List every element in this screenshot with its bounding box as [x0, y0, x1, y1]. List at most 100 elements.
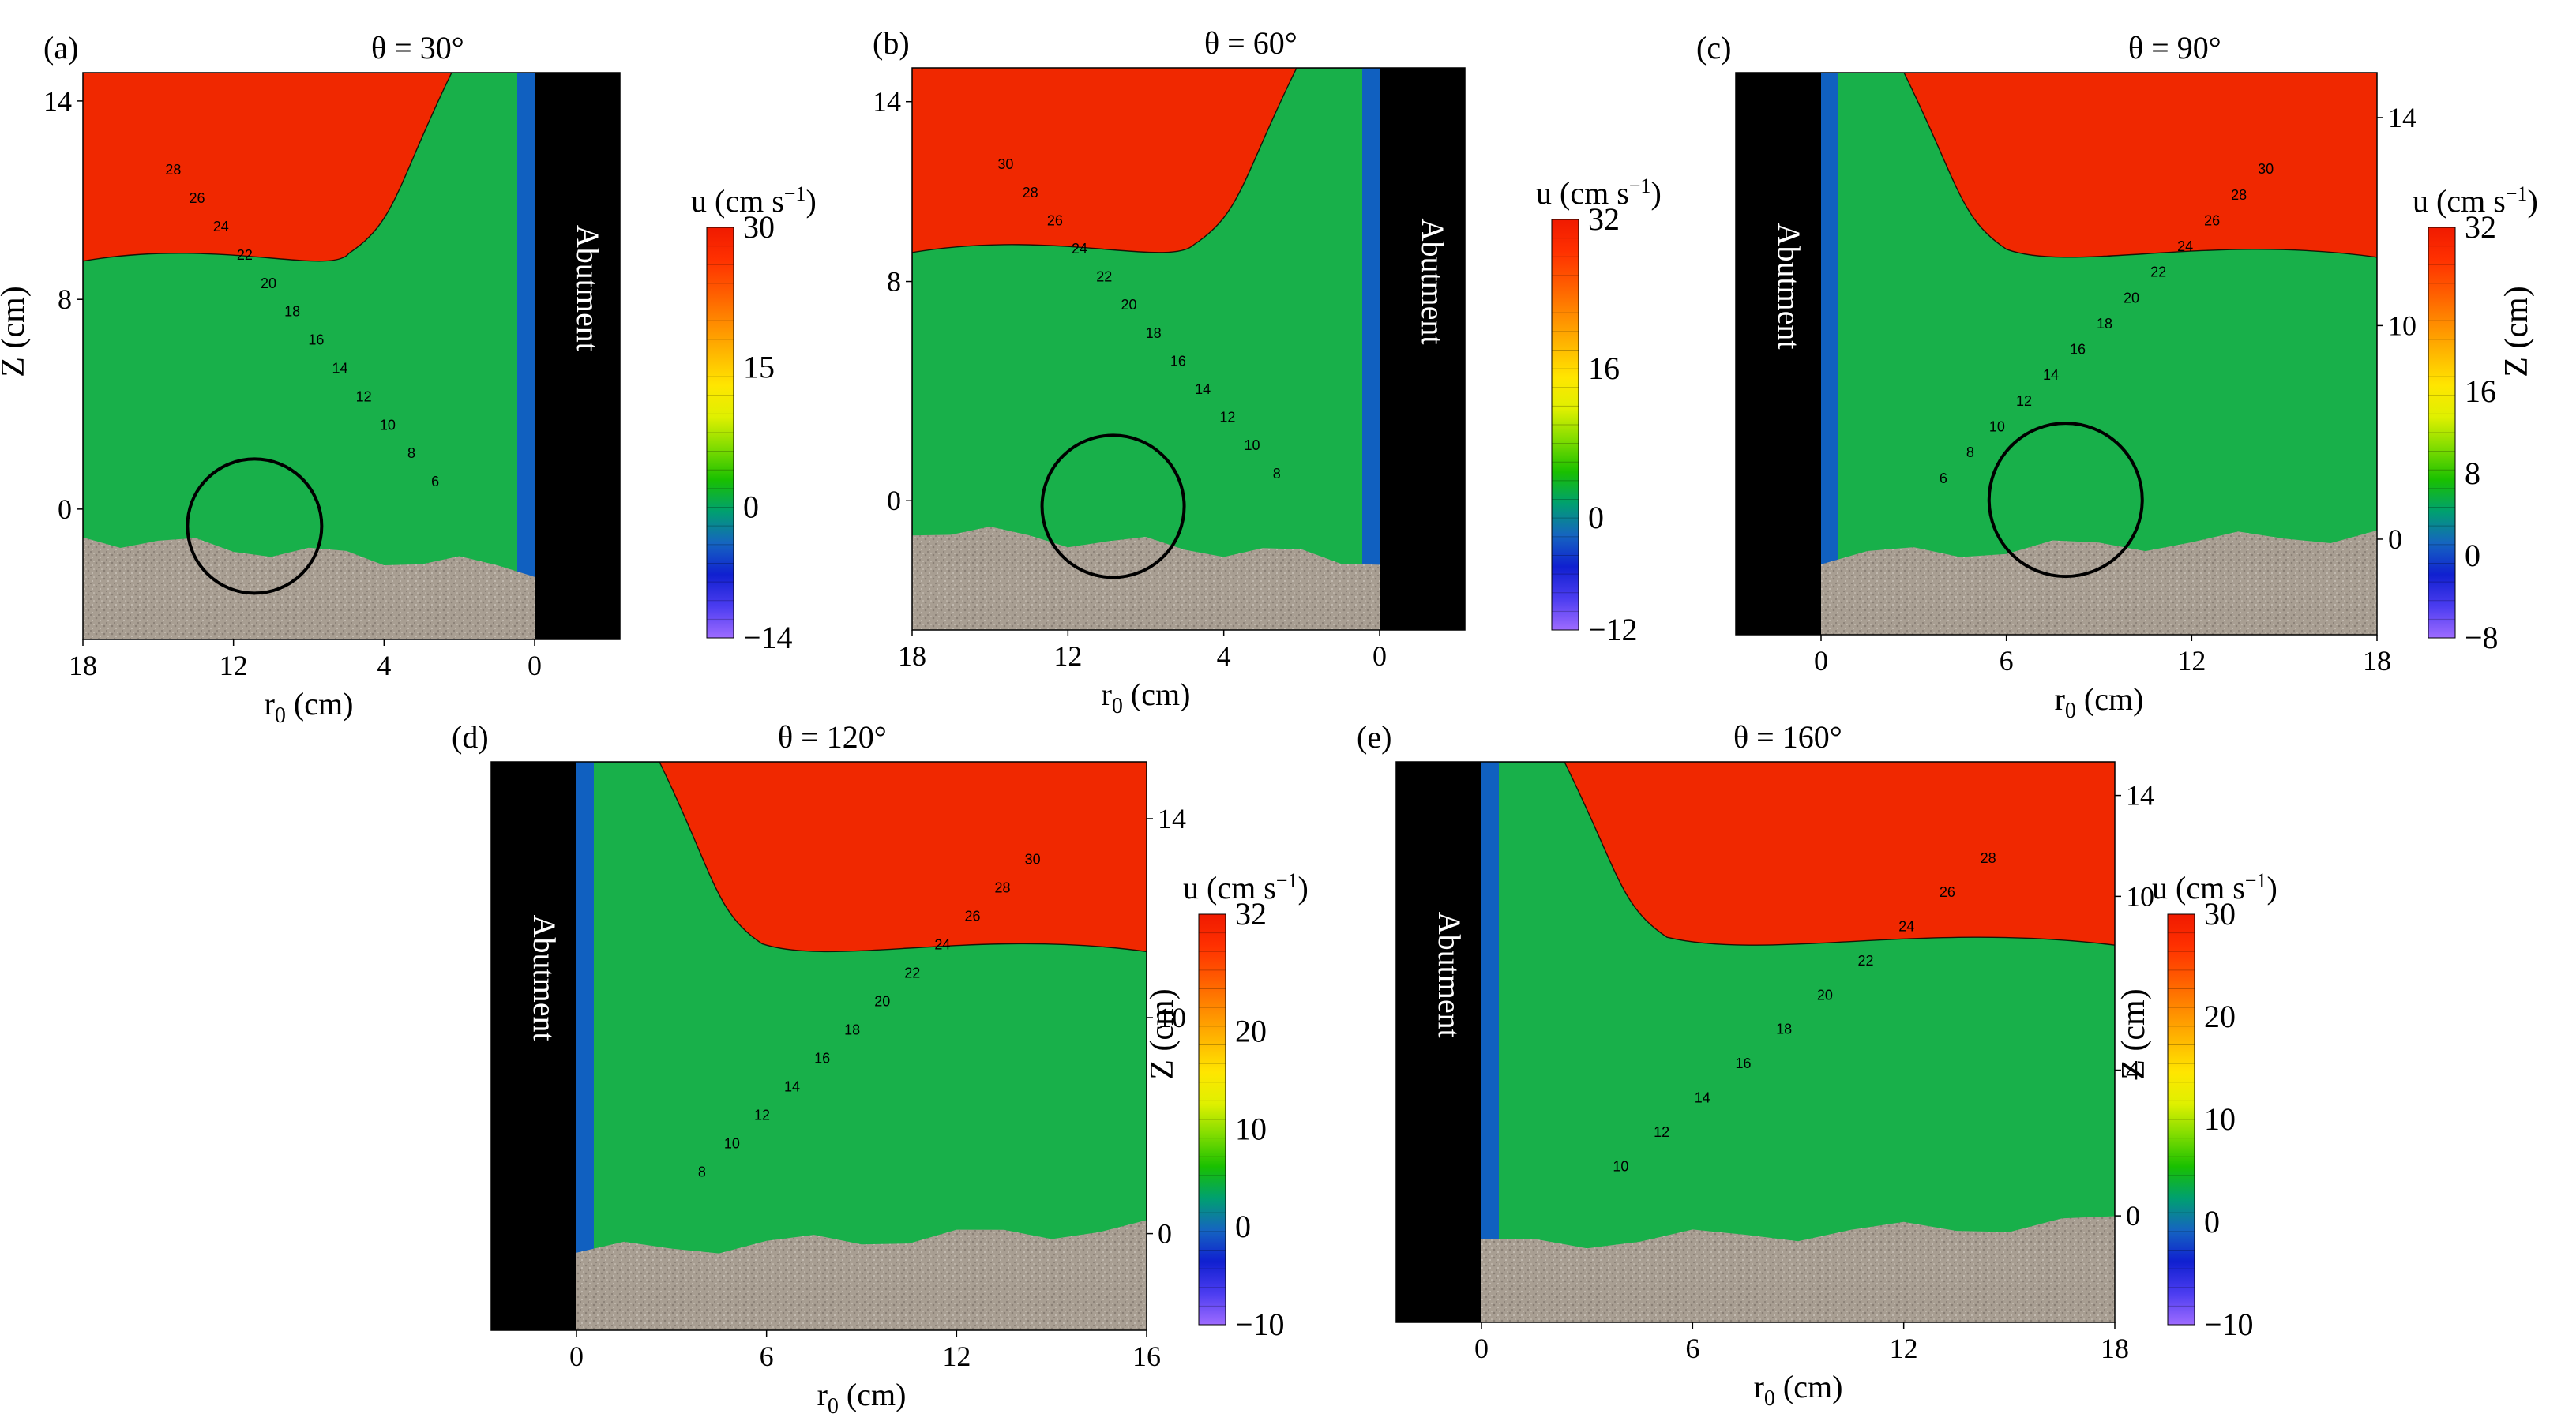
colorbar-tick-label: 16	[1588, 351, 1620, 386]
panel-title: θ = 30°	[371, 30, 464, 66]
colorbar-tick-label: 10	[2204, 1101, 2236, 1137]
y-tick-label: 0	[2388, 523, 2402, 555]
colorbar-tick-label: 0	[2465, 538, 2480, 573]
x-tick-label: 18	[2363, 645, 2391, 677]
contour-label: 16	[1735, 1056, 1751, 1071]
contour-label: 22	[2150, 264, 2166, 280]
colorbar-title-main: u (cm s	[2413, 183, 2506, 219]
colorbar-title: u (cm s−1)	[691, 182, 817, 219]
contour-label: 10	[1245, 437, 1260, 453]
colorbar	[1551, 219, 1579, 631]
panel-e: 28 26 24 22 20 18 16 14 12 10 Abutment (e) θ = 160° 0…	[1357, 719, 2277, 1411]
contour-label: 10	[380, 417, 396, 433]
contour-label: 6	[431, 474, 439, 489]
panel-c: 30 28 26 24 22 20 18 16 14 12 10 8 6 Abutment (c) θ = 9…	[1696, 30, 2538, 723]
colorbar-tick-label: −10	[2204, 1307, 2254, 1342]
contour-label: 10	[1989, 418, 2005, 434]
contour-label: 14	[784, 1079, 800, 1095]
x-axis-label-unit: (cm)	[2076, 681, 2144, 717]
colorbar-tick-label: 30	[2204, 896, 2236, 932]
y-tick-label: 4	[2126, 1055, 2140, 1086]
contour-label: 26	[1940, 884, 1955, 900]
x-tick-label: 0	[528, 650, 542, 681]
contour-label: 8	[1966, 444, 1974, 460]
y-tick-label: 14	[873, 86, 901, 118]
contour-label: 24	[1898, 919, 1914, 935]
colorbar-title-close: )	[805, 183, 816, 219]
contour-label: 20	[1121, 297, 1136, 313]
contour-label: 10	[724, 1136, 740, 1152]
y-tick-label: 8	[887, 266, 901, 298]
contour-label: 8	[1273, 466, 1281, 482]
contour-label: 18	[1776, 1022, 1792, 1037]
x-axis-label-unit: (cm)	[1123, 677, 1191, 712]
band-low	[576, 762, 594, 1330]
x-axis-label-sub: 0	[1764, 1386, 1775, 1411]
contour-label: 28	[2231, 187, 2247, 203]
abutment-block	[491, 762, 576, 1330]
sediment-bed	[83, 537, 535, 639]
contour-band	[1481, 762, 2115, 1322]
contour-label: 14	[1695, 1090, 1710, 1106]
plot-frame	[1735, 72, 2378, 636]
annotation-circle	[1987, 422, 2144, 579]
contour-label: 8	[407, 445, 415, 461]
x-axis-label-main: r	[265, 686, 275, 722]
contour-label: 16	[1170, 353, 1186, 369]
contour-label: 16	[2070, 342, 2086, 358]
colorbar	[2428, 227, 2456, 639]
panel-label: (d)	[452, 719, 489, 755]
contour-label: 18	[284, 304, 300, 320]
abutment-block	[1396, 762, 1481, 1322]
contour-field: 30 28 26 24 22 20 18 16 14 12 10 8 6	[1821, 73, 2377, 635]
contour-label: 26	[2204, 212, 2220, 228]
colorbar-tick-label: 8	[2465, 456, 2480, 491]
colorbar-title-main: u (cm s	[1183, 870, 1276, 906]
x-axis-label-unit: (cm)	[286, 686, 354, 722]
x-tick-label: 0	[1372, 640, 1387, 672]
contour-label: 14	[1195, 381, 1211, 397]
band-low	[1362, 68, 1380, 630]
x-axis-label-sub: 0	[275, 703, 286, 728]
x-axis-label: r0 (cm)	[265, 686, 354, 728]
y-tick-label: 0	[2126, 1200, 2140, 1232]
colorbar-title: u (cm s−1)	[1183, 869, 1309, 906]
x-axis-label: r0 (cm)	[817, 1377, 907, 1419]
panel-label: (b)	[873, 25, 910, 61]
abutment-label: Abutment	[1415, 219, 1451, 345]
panel-title: θ = 90°	[2128, 30, 2221, 66]
contour-label: 24	[2177, 238, 2193, 254]
band-low	[1821, 73, 1838, 635]
contour-label: 20	[2124, 290, 2139, 306]
colorbar	[706, 227, 734, 639]
contour-label: 12	[356, 388, 372, 404]
x-tick-label: 16	[1132, 1341, 1161, 1372]
contour-label: 22	[904, 966, 920, 981]
colorbar-tick-label: 20	[1235, 1014, 1267, 1049]
colorbar-tick-label: −8	[2465, 620, 2499, 655]
contour-field: 28 26 24 22 20 18 16 14 12 10 8 6	[83, 73, 535, 639]
y-tick-label: 14	[43, 85, 72, 117]
contour-label: 16	[814, 1051, 830, 1067]
y-tick-label: 10	[1158, 1002, 1186, 1033]
contour-field: 28 26 24 22 20 18 16 14 12 10	[1481, 762, 2115, 1322]
plot-frame	[490, 761, 1147, 1331]
colorbar-tick-label: −10	[1235, 1307, 1285, 1342]
colorbar-tick-label: 20	[2204, 999, 2236, 1034]
panel-b: 30 28 26 24 22 20 18 16 14 12 10 8 Abutment (b) θ = 60…	[873, 25, 1662, 718]
y-tick-label: 10	[2388, 309, 2416, 341]
contour-label: 30	[997, 156, 1013, 172]
colorbar-tick-label: 32	[2465, 209, 2496, 245]
contour-label: 20	[261, 276, 276, 291]
x-tick-label: 0	[1474, 1333, 1489, 1364]
colorbar-tick-label: 0	[1588, 500, 1604, 535]
colorbar-title: u (cm s−1)	[2413, 182, 2538, 219]
contour-label: 8	[698, 1164, 706, 1180]
x-tick-label: 6	[2000, 645, 2014, 677]
x-axis-label: r0 (cm)	[2055, 681, 2144, 723]
contour-label: 26	[964, 909, 980, 924]
panel-d: 30 28 26 24 22 20 18 16 14 12 10 8 Abutment (d) θ = 12…	[452, 719, 1309, 1419]
y-tick-label: 0	[58, 493, 72, 525]
y-axis-label: Z (cm)	[0, 286, 32, 377]
